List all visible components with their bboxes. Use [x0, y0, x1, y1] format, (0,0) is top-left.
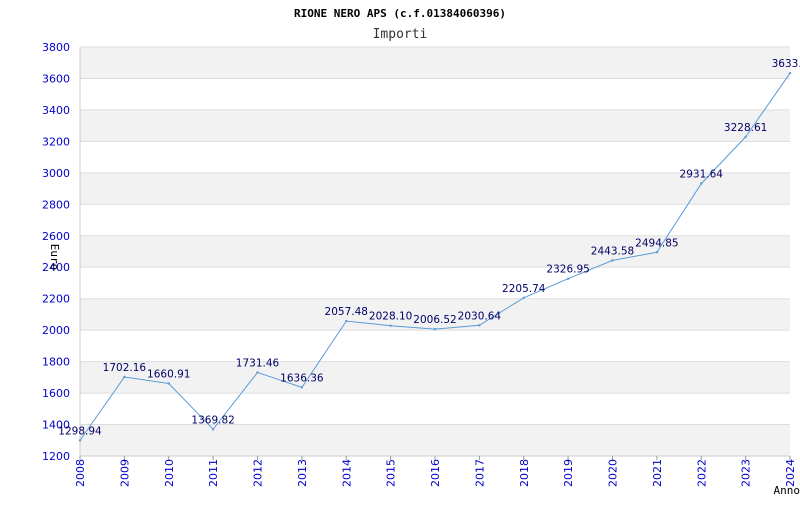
data-point	[478, 324, 480, 326]
data-label: 1660.91	[147, 368, 190, 380]
x-tick-label: 2020	[607, 459, 620, 487]
data-point	[79, 439, 81, 441]
x-tick-label: 2021	[651, 459, 664, 487]
data-label: 1298.94	[58, 425, 102, 437]
y-tick-label: 2200	[42, 293, 70, 306]
data-point	[256, 371, 258, 373]
grid-band	[80, 425, 790, 456]
x-axis-ticks: 2008 2009 2010 2011 2012 2013 2014 2015 2016 2017…	[74, 456, 797, 487]
data-label: 2028.10	[369, 311, 412, 323]
data-point	[434, 328, 436, 330]
data-point	[611, 259, 613, 261]
data-point	[700, 182, 702, 184]
x-tick-label: 2012	[252, 459, 265, 487]
data-point	[345, 320, 347, 322]
data-label: 1731.46	[236, 357, 280, 369]
x-tick-label: 2015	[385, 459, 398, 487]
x-tick-label: 2008	[74, 459, 87, 487]
x-tick-label: 2009	[118, 459, 131, 487]
data-label: 2205.74	[502, 283, 546, 295]
data-label: 3633.6	[772, 58, 800, 70]
x-tick-label: 2013	[296, 459, 309, 487]
y-tick-label: 1600	[42, 387, 70, 400]
data-label: 2931.64	[680, 169, 724, 181]
x-tick-label: 2017	[473, 459, 486, 487]
x-tick-label: 2024	[784, 459, 797, 487]
data-label: 3228.61	[724, 122, 767, 134]
data-point	[123, 376, 125, 378]
data-point	[744, 136, 746, 138]
data-point	[301, 386, 303, 388]
grid-band	[80, 110, 790, 141]
chart-subtitle: Importi	[373, 27, 428, 42]
data-label: 1636.36	[280, 372, 324, 384]
grid-band	[80, 236, 790, 267]
plot-background	[80, 47, 790, 456]
data-label: 2494.85	[635, 237, 678, 249]
data-label: 1702.16	[103, 362, 147, 374]
x-tick-label: 2023	[740, 459, 753, 487]
x-tick-label: 2014	[340, 459, 353, 487]
y-tick-label: 2000	[42, 324, 70, 337]
x-tick-label: 2011	[207, 459, 220, 487]
x-tick-label: 2019	[562, 459, 575, 487]
x-tick-label: 2016	[429, 459, 442, 487]
y-tick-label: 2600	[42, 230, 70, 243]
chart-title: RIONE NERO APS (c.f.01384060396)	[294, 7, 506, 20]
data-point	[168, 382, 170, 384]
y-tick-label: 3600	[42, 72, 70, 85]
y-tick-label: 3800	[42, 41, 70, 54]
data-label: 2326.95	[546, 264, 589, 276]
y-tick-label: 3200	[42, 135, 70, 148]
data-point	[789, 72, 791, 74]
y-tick-label: 3400	[42, 104, 70, 117]
data-label: 2057.48	[325, 306, 368, 318]
data-point	[567, 278, 569, 280]
x-tick-label: 2022	[695, 459, 708, 487]
y-tick-label: 2800	[42, 198, 70, 211]
data-label: 2030.64	[458, 310, 502, 322]
data-point	[212, 428, 214, 430]
data-label: 2443.58	[591, 245, 634, 257]
y-axis-label: Euro	[48, 244, 61, 271]
x-tick-label: 2018	[518, 459, 531, 487]
y-tick-label: 1800	[42, 356, 70, 369]
data-label: 2006.52	[413, 314, 456, 326]
data-label: 1369.82	[191, 414, 234, 426]
x-tick-label: 2010	[163, 459, 176, 487]
data-point	[389, 325, 391, 327]
data-point	[656, 251, 658, 253]
y-tick-label: 1200	[42, 450, 70, 463]
grid-band	[80, 47, 790, 78]
x-axis-label: Anno	[774, 484, 800, 497]
y-tick-label: 3000	[42, 167, 70, 180]
data-point	[523, 297, 525, 299]
